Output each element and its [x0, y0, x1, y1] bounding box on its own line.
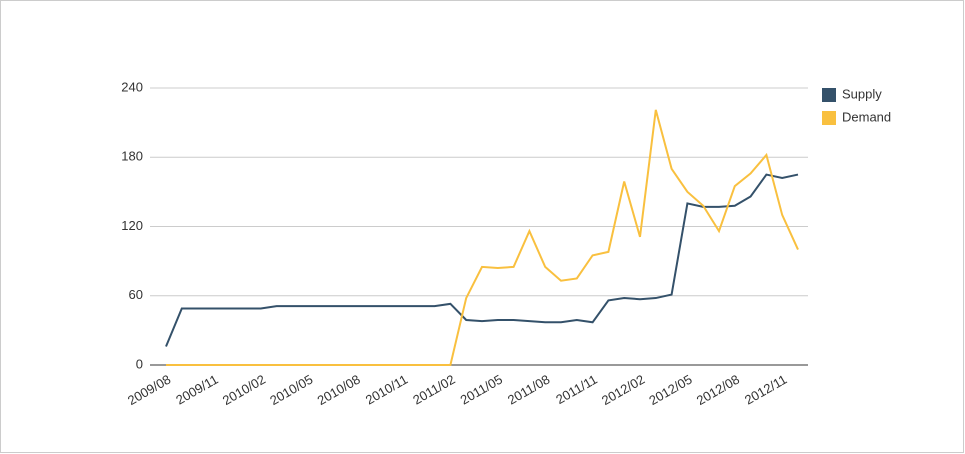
y-tick-label: 60 [129, 287, 143, 302]
y-tick-label: 240 [121, 79, 143, 94]
y-tick-label: 0 [136, 356, 143, 371]
legend-swatch [822, 111, 836, 125]
legend-label: Demand [842, 109, 891, 124]
y-tick-label: 120 [121, 218, 143, 233]
legend-label: Supply [842, 86, 882, 101]
y-tick-label: 180 [121, 149, 143, 164]
data-line [166, 109, 799, 366]
legend-swatch [822, 88, 836, 102]
data-line [165, 173, 799, 347]
